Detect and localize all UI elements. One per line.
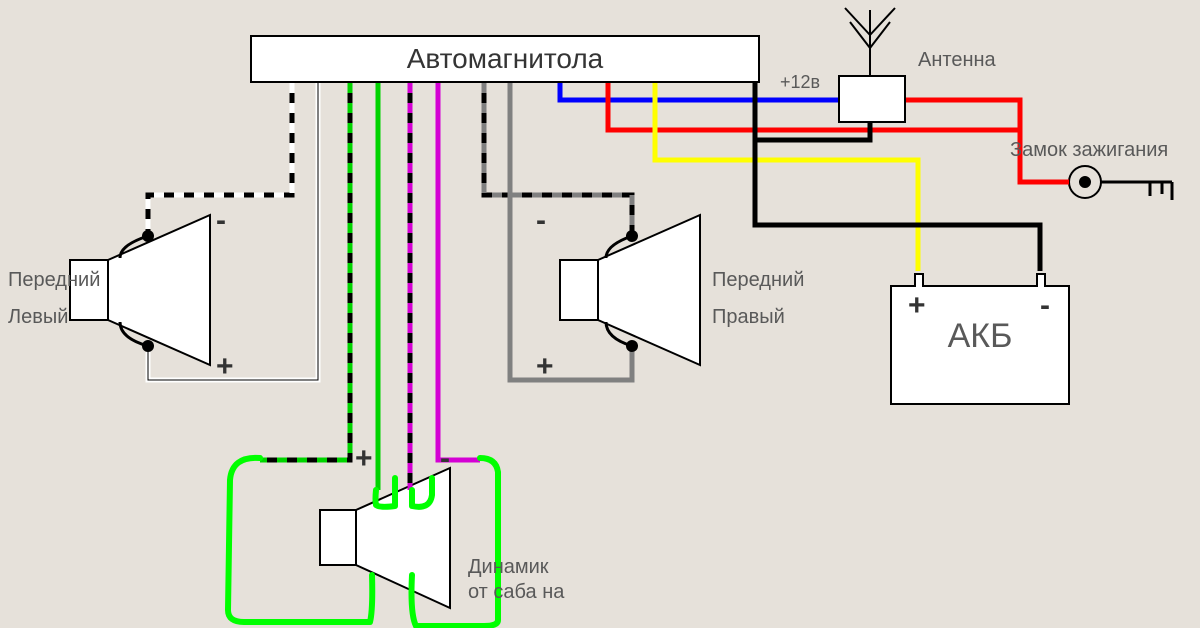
- key-icon: [1069, 166, 1172, 200]
- battery-terminal-minus: [1036, 273, 1046, 287]
- battery-terminal-plus: [914, 273, 924, 287]
- label-antenna: Антенна: [918, 48, 996, 72]
- wire-hand-green: [228, 458, 498, 626]
- label-12v: +12в: [780, 72, 820, 94]
- head-unit: Автомагнитола: [250, 35, 760, 83]
- fl-minus: -: [216, 204, 226, 238]
- label-fr-2: Правый: [712, 305, 785, 329]
- sub-minus: -: [440, 442, 450, 476]
- fl-plus: +: [216, 350, 234, 384]
- battery-minus-sign: -: [1040, 289, 1050, 323]
- battery-plus-sign: +: [908, 289, 926, 323]
- fr-minus: -: [536, 204, 546, 238]
- wire-fl-minus: [120, 83, 292, 258]
- label-ignition: Замок зажигания: [1010, 138, 1168, 162]
- wire-green-black: [260, 83, 350, 460]
- antenna-icon: [845, 8, 895, 75]
- fr-plus: +: [536, 350, 554, 384]
- label-fl-1: Передний: [8, 268, 100, 292]
- sub-plus: +: [355, 442, 373, 476]
- label-sub-1: Динамик: [468, 555, 549, 579]
- label-fr-1: Передний: [712, 268, 804, 292]
- wire-fr-plus: [510, 83, 638, 380]
- wire-fr-minus: [484, 83, 638, 258]
- wire-magenta-solid: [438, 83, 480, 460]
- wire-red-antenna: [906, 100, 1020, 130]
- label-sub-2: от саба на: [468, 580, 564, 604]
- speaker-sub: [320, 468, 450, 608]
- speaker-front-right: [560, 215, 700, 365]
- label-fl-2: Левый: [8, 305, 68, 329]
- battery: + - АКБ: [890, 285, 1070, 405]
- diagram-canvas: Автомагнитола + - АКБ: [0, 0, 1200, 628]
- antenna-box: [838, 75, 906, 123]
